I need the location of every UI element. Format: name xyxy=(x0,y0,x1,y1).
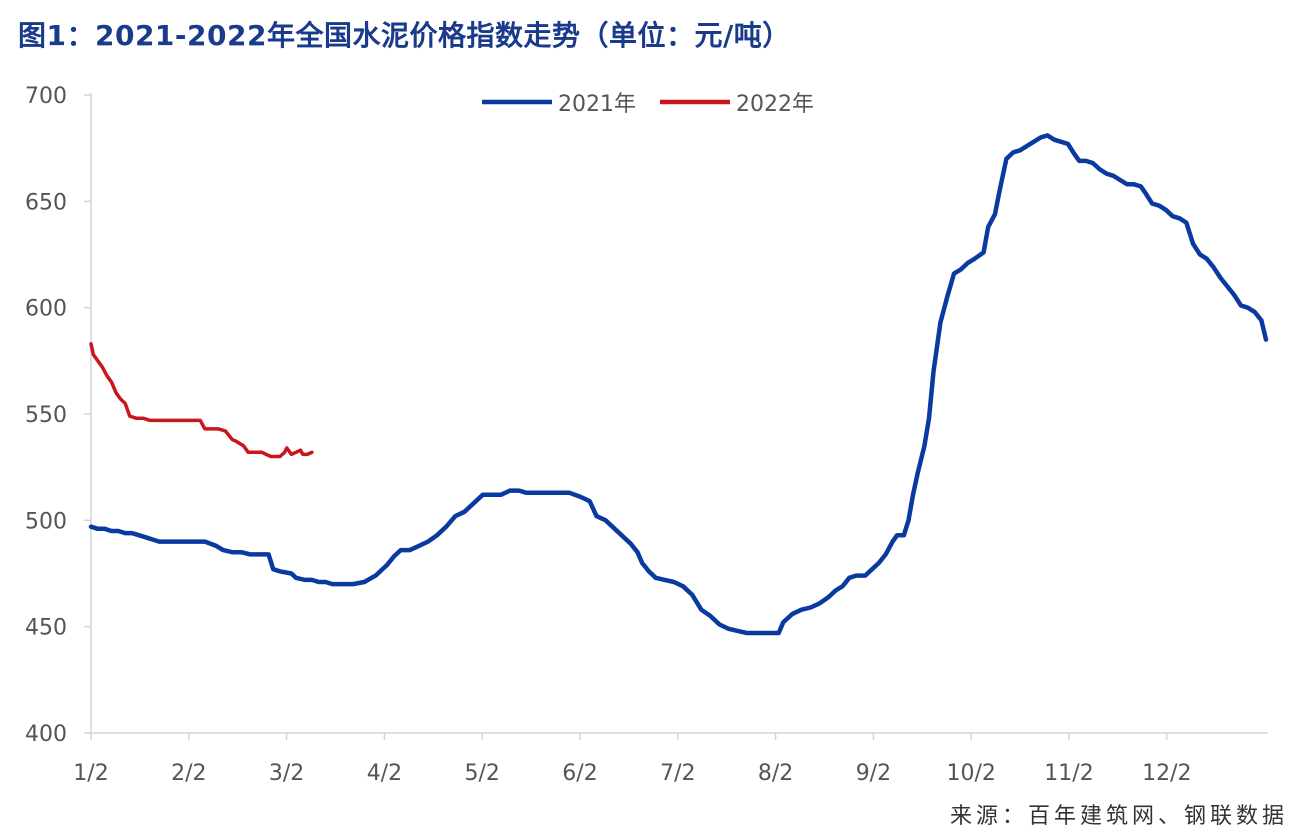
chart-legend: 2021年 2022年 xyxy=(482,92,814,117)
y-tick-label: 400 xyxy=(25,722,67,747)
x-tick-label: 9/2 xyxy=(856,761,891,786)
x-tick-label: 1/2 xyxy=(73,761,108,786)
x-tick-label: 2/2 xyxy=(171,761,206,786)
x-tick-label: 5/2 xyxy=(464,761,499,786)
series-line-2022 xyxy=(89,342,314,459)
chart-title: 图1：2021-2022年全国水泥价格指数走势（单位：元/吨） xyxy=(18,19,791,52)
series-line-2021 xyxy=(88,133,1269,636)
x-tick-label: 6/2 xyxy=(562,761,597,786)
x-tick-label: 8/2 xyxy=(758,761,793,786)
y-axis-ticks: 400 450 500 550 600 650 700 xyxy=(25,84,91,747)
chart-series xyxy=(88,133,1269,636)
legend-label: 2022年 xyxy=(736,92,814,117)
legend-label: 2021年 xyxy=(558,92,636,117)
x-tick-label: 7/2 xyxy=(660,761,695,786)
chart-axes xyxy=(90,93,1268,734)
x-tick-label: 11/2 xyxy=(1044,761,1093,786)
y-tick-label: 700 xyxy=(25,84,67,109)
y-tick-label: 600 xyxy=(25,297,67,322)
x-axis-ticks: 1/2 2/2 3/2 4/2 5/2 6/2 7/2 8/2 9/2 10/2 11/2 12/2 xyxy=(73,733,1192,786)
x-tick-label: 10/2 xyxy=(946,761,995,786)
x-tick-label: 4/2 xyxy=(367,761,402,786)
x-tick-label: 12/2 xyxy=(1142,761,1191,786)
y-tick-label: 550 xyxy=(25,403,67,428)
y-tick-label: 500 xyxy=(25,509,67,534)
y-tick-label: 650 xyxy=(25,190,67,215)
x-tick-label: 3/2 xyxy=(269,761,304,786)
source-note: 来源：百年建筑网、钢联数据 xyxy=(949,804,1288,829)
y-tick-label: 450 xyxy=(25,616,67,641)
